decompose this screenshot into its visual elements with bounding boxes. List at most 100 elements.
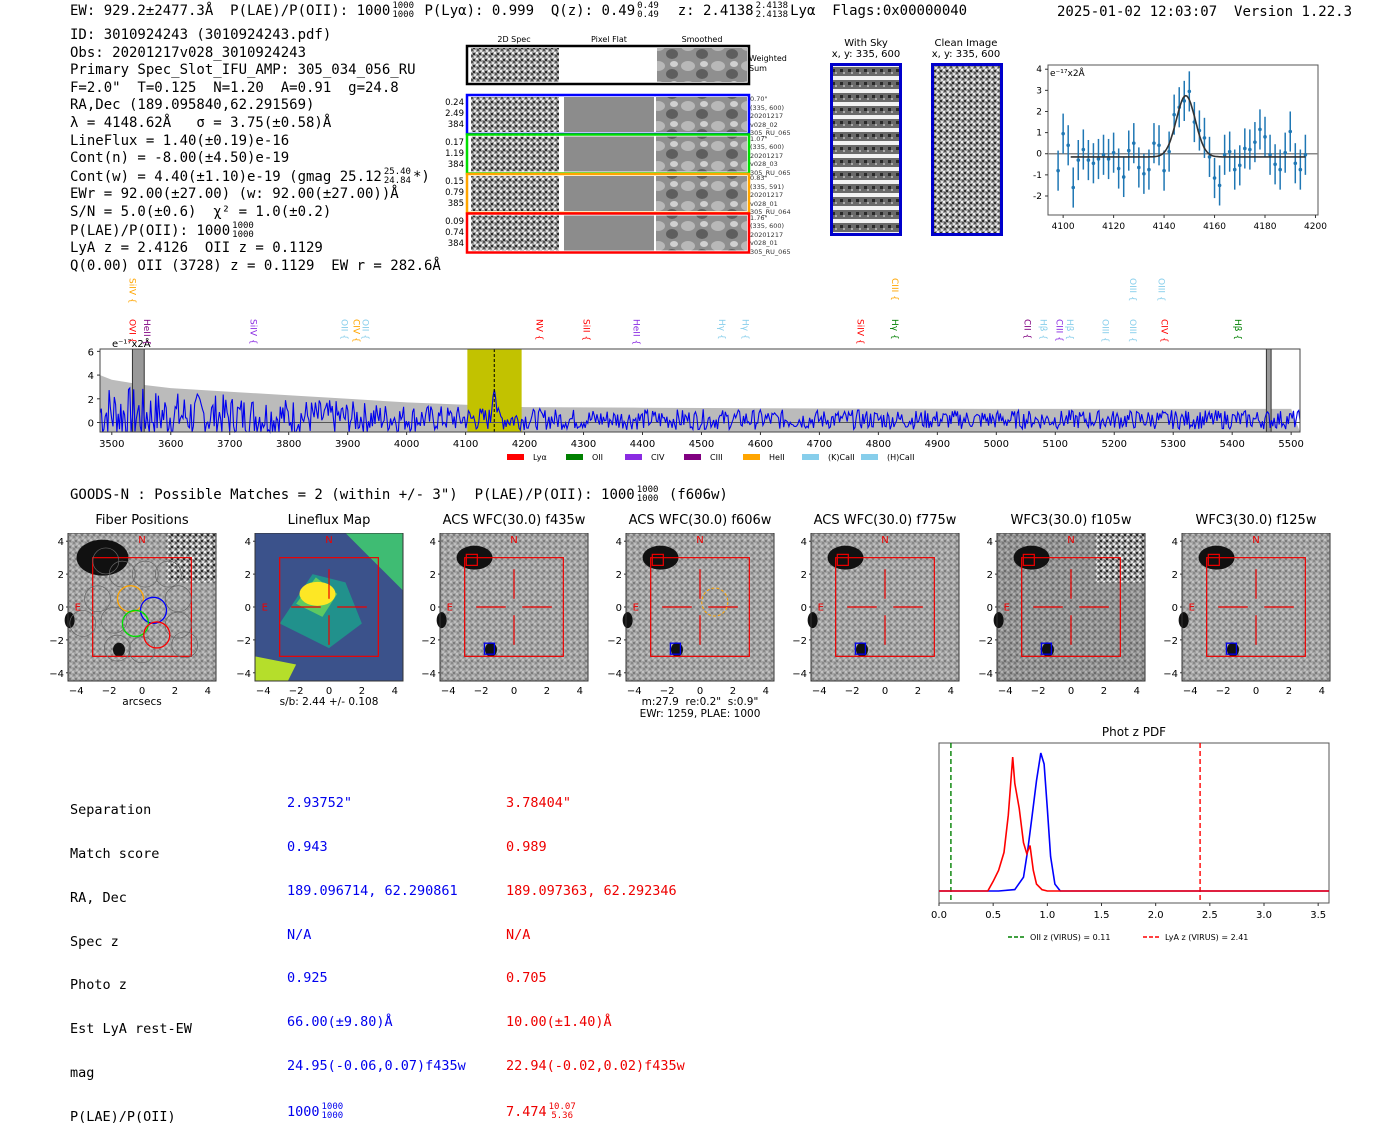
y-tick-label: −4 <box>1163 669 1178 680</box>
y-unit-annotation: e⁻¹⁷x2Å <box>112 337 151 350</box>
x-axis-ticks: −4 −2 0 2 4 <box>256 686 398 697</box>
data-point <box>1303 152 1308 157</box>
lineflux-region <box>255 656 297 681</box>
x-tick-label: 2 <box>730 686 736 697</box>
emission-line-label: SiIV { <box>126 278 136 304</box>
fiber-outline <box>100 606 128 634</box>
east-label: E <box>447 602 453 613</box>
spec-2d-image <box>471 215 559 251</box>
x-tick-label: −4 <box>627 686 642 697</box>
fiber-outline <box>128 636 156 664</box>
y-tick-label: −2 <box>1163 636 1178 647</box>
emission-line-label: Hγ { <box>716 319 726 340</box>
imaging-panel-xlabel: arcsecs <box>122 696 162 708</box>
smoothed-image <box>656 215 747 251</box>
column-title-2d-spec: 2D Spec <box>497 35 531 44</box>
x-tick-label: 4 <box>392 686 398 697</box>
x-tick-label: 2 <box>1101 686 1107 697</box>
imaging-panel: N E 4 2 0 −2 −4 <box>236 533 404 682</box>
data-point <box>1152 141 1156 145</box>
emission-line-label: SiIV { <box>247 319 257 345</box>
east-label: E <box>818 602 824 613</box>
x-tick-label: 4 <box>763 686 769 697</box>
red-plae: 7.474 10.07 5.36 <box>506 1101 576 1121</box>
imaging-panel-title: WFC3(30.0) f125w <box>1195 513 1317 528</box>
x-tick-label: 3700 <box>217 439 242 450</box>
data-point <box>1106 157 1111 161</box>
fiber-row <box>465 172 751 215</box>
x-tick-label: −4 <box>69 686 84 697</box>
emission-line-label: HeII { <box>631 319 641 345</box>
legend-label: HeII <box>769 453 785 462</box>
east-label: E <box>75 602 81 613</box>
fiber-row-frame <box>465 212 751 254</box>
red-match-box <box>1207 553 1220 566</box>
y-tick-label: 0 <box>430 603 436 614</box>
y-tick-label: 2 <box>430 570 436 581</box>
full-spectrum-chart: 3500 3600 3700 3800 3900 4000 4100 4200 4300 4400… <box>88 278 1304 462</box>
z-range: 2.4138 2.4138 <box>755 1 789 20</box>
blue-separation: 2.93752" <box>287 795 353 812</box>
label-lya-ew: Est LyA rest-EW <box>70 1021 192 1038</box>
emission-line-label: Hγ { <box>889 319 899 340</box>
version: Version 1.22.3 <box>1234 4 1353 20</box>
pixel-flat-image <box>564 97 654 132</box>
weighted-sum-label: Weighted Sum <box>749 54 787 73</box>
x-tick-label: 5000 <box>984 439 1009 450</box>
info-q-oii: Q(0.00) OII (3728) z = 0.1129 EW r = 282… <box>70 257 441 274</box>
x-tick-label: 3.5 <box>1310 910 1326 921</box>
legend-swatch <box>743 454 760 460</box>
edge-source <box>807 612 818 629</box>
imaging-panel: N E 4 2 0 −2 −4 <box>607 533 775 682</box>
spec-2d-image <box>471 136 559 172</box>
fiber-circle <box>121 609 150 638</box>
with-sky-title: With Sky x, y: 335, 600 <box>831 38 901 60</box>
imaging-panel: N E 4 2 0 −2 −4 <box>421 533 589 682</box>
y-tick-label: −4 <box>792 669 807 680</box>
info-ewr: EWr = 92.00(±27.00) (w: 92.00(±27.00))Å <box>70 186 399 203</box>
x-tick-label: 4140 <box>1153 222 1176 232</box>
info-primary: Primary Spec_Slot_IFU_AMP: 305_034_056_R… <box>70 62 416 79</box>
data-point <box>1278 167 1282 172</box>
info-plae: P(LAE)/P(OII): 1000 1000 1000 <box>70 220 254 240</box>
data-point <box>1268 152 1272 157</box>
data-point <box>1142 172 1146 176</box>
data-point <box>1207 155 1212 159</box>
label-spec-z: Spec z <box>70 933 119 950</box>
legend-swatch <box>625 454 642 460</box>
plot-frame <box>938 742 1330 904</box>
data-point <box>1217 183 1222 188</box>
data-point <box>1273 162 1277 167</box>
y-tick-label: 4 <box>616 537 622 548</box>
y-tick-label: 4 <box>987 537 993 548</box>
data-point <box>1157 143 1161 148</box>
imaging-panel-xlabel: s/b: 2.44 +/- 0.108 <box>279 696 379 708</box>
y-tick-label: 2 <box>245 570 251 581</box>
emission-line-label: OVI { <box>126 319 136 343</box>
imaging-panel-title: ACS WFC(30.0) f606w <box>628 513 772 528</box>
qz-value: Q(z): 0.49 <box>550 3 636 19</box>
aperture-box <box>464 557 564 657</box>
east-label: E <box>633 602 639 613</box>
x-tick-label: 0 <box>882 686 888 697</box>
north-label: N <box>138 535 145 546</box>
pixel-flat-image <box>564 215 654 251</box>
x-tick-label: 0 <box>511 686 517 697</box>
emission-line-label: OII { <box>359 319 369 340</box>
info-lineflux: LineFlux = 1.40(±0.19)e-16 <box>70 132 290 149</box>
info-cont-w: Cont(w) = 4.40(±1.10)e-19 (gmag 25.12 25.… <box>70 166 430 186</box>
data-point <box>1202 136 1207 140</box>
x-tick-label: 5200 <box>1102 439 1127 450</box>
x-tick-label: 4900 <box>925 439 950 450</box>
x-tick-label: 5300 <box>1160 439 1185 450</box>
legend-swatch <box>507 454 524 460</box>
data-point <box>1298 167 1303 172</box>
x-tick-label: 2 <box>359 686 365 697</box>
info-lambda: λ = 4148.62Å σ = 3.75(±0.58)Å <box>70 114 332 131</box>
x-tick-label: 2 <box>544 686 550 697</box>
y-tick-label: −4 <box>421 669 436 680</box>
detection-info: ID: 3010924243 (3010924243.pdf) Obs: 2020… <box>70 27 441 275</box>
line-id: Lyα <box>790 3 816 19</box>
x-tick-label: 4500 <box>689 439 714 450</box>
compact-source <box>112 642 125 657</box>
